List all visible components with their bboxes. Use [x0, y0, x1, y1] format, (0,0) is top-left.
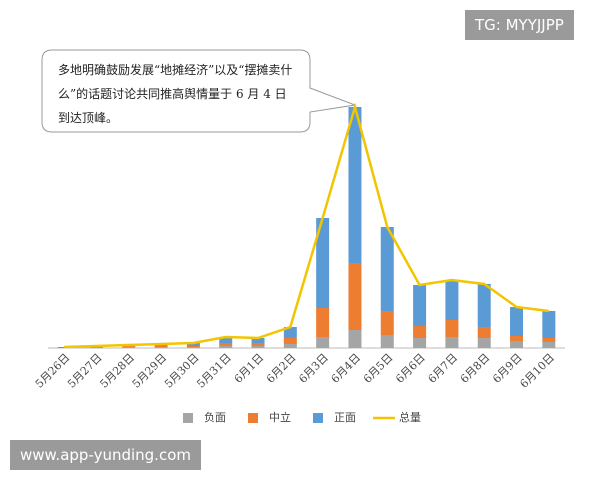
bar-segment	[380, 335, 394, 348]
bar-segment	[89, 347, 103, 348]
x-tick-label: 5月31日	[194, 351, 234, 391]
bar-segment	[186, 347, 200, 348]
x-tick-label: 5月27日	[65, 351, 105, 391]
bar-segment	[445, 337, 459, 348]
bar-segment	[348, 107, 362, 263]
bar-segment	[186, 346, 200, 347]
bar-segment	[251, 338, 265, 343]
legend-swatch	[248, 413, 258, 423]
bar-segment	[283, 338, 297, 344]
bar-segment	[154, 346, 168, 347]
bar-segment	[186, 343, 200, 346]
bar-segment	[348, 330, 362, 348]
bar-segment	[445, 280, 459, 320]
bar-segment	[283, 327, 297, 338]
x-tick-label: 6月4日	[329, 351, 364, 386]
x-tick-label: 5月28日	[97, 351, 137, 391]
bar-segment	[122, 347, 136, 348]
total-line	[64, 102, 549, 349]
bar-segment	[380, 311, 394, 335]
bar-segment	[348, 263, 362, 330]
x-tick-label: 6月5日	[361, 351, 396, 386]
bar-segment	[413, 338, 427, 348]
bar-segment	[542, 338, 556, 342]
x-tick-label: 6月7日	[426, 351, 461, 386]
x-tick-label: 6月2日	[264, 351, 299, 386]
bar-segment	[510, 341, 524, 348]
legend-label: 总量	[399, 410, 421, 424]
legend-swatch	[183, 413, 193, 423]
x-tick-label: 6月8日	[458, 351, 493, 386]
legend-label: 中立	[269, 410, 291, 424]
bar-segment	[477, 338, 491, 348]
bar-segment	[316, 337, 330, 348]
watermark: TG: MYYJJPP	[465, 10, 574, 40]
bar-segment	[380, 227, 394, 311]
bar-segment	[413, 285, 427, 326]
bar-segment	[542, 342, 556, 348]
bar-segment	[57, 347, 71, 348]
bar-segment	[542, 311, 556, 338]
bar-segment	[219, 337, 233, 343]
bar-segment	[154, 347, 168, 348]
bar-segment	[510, 336, 524, 341]
bar-segment	[219, 346, 233, 348]
bar-segment	[251, 343, 265, 346]
bar-segment	[122, 346, 136, 347]
legend-label: 正面	[334, 411, 356, 424]
x-tick-label: 5月30日	[162, 351, 202, 391]
bar-segment	[477, 284, 491, 327]
bar-segment	[445, 320, 459, 337]
legend-swatch	[313, 413, 323, 423]
bar-segment	[316, 308, 330, 337]
bar-segment	[510, 307, 524, 336]
x-tick-label: 6月10日	[517, 351, 557, 391]
bar-segment	[251, 346, 265, 348]
bar-segment	[219, 343, 233, 346]
x-tick-label: 6月6日	[393, 351, 428, 386]
x-tick-label: 6月3日	[296, 351, 331, 386]
callout	[41, 49, 357, 133]
x-tick-label: 5月29日	[130, 351, 170, 391]
annotation: 多地明确鼓励发展“地摊经济”以及“摆摊卖什么”的话题讨论共同推高舆情量于 6 月…	[58, 63, 293, 125]
bar-segment	[477, 327, 491, 338]
bar-segment	[316, 218, 330, 308]
bar-segment	[283, 344, 297, 348]
x-tick-label: 5月26日	[33, 351, 73, 391]
bar-segment	[413, 326, 427, 338]
x-tick-label: 6月1日	[232, 351, 267, 386]
legend-label: 负面	[204, 410, 226, 424]
watermark: www.app-yunding.com	[10, 440, 201, 470]
